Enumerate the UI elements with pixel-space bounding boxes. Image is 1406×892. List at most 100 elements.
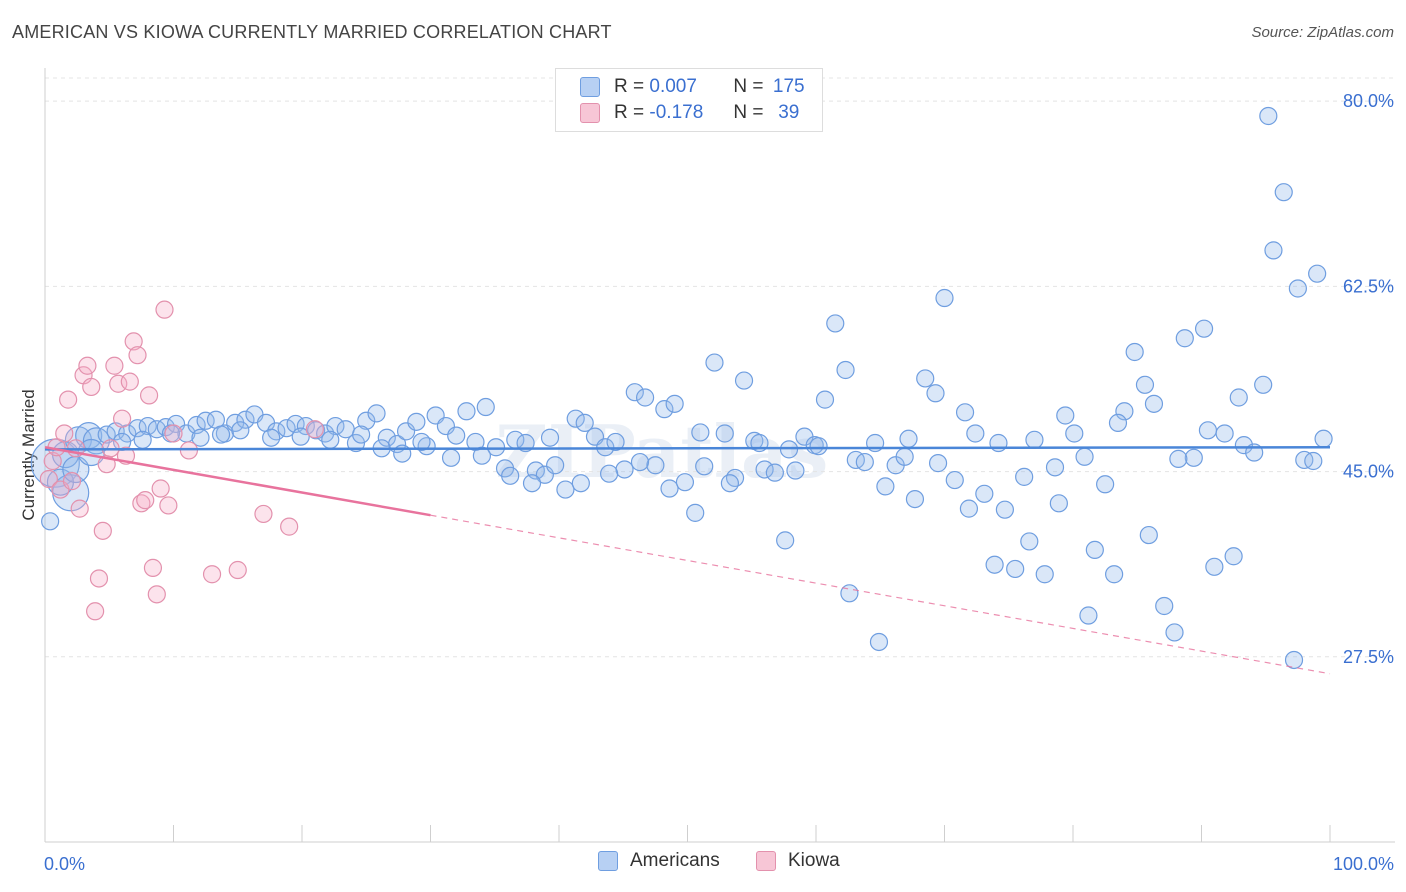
americans-point xyxy=(447,426,466,445)
kiowa-point xyxy=(202,565,222,584)
americans-point xyxy=(966,424,985,443)
americans-point xyxy=(1215,424,1234,443)
kiowa-point xyxy=(62,472,82,491)
series-legend: Americans Kiowa xyxy=(0,850,1406,878)
americans-point xyxy=(809,437,828,456)
americans-point xyxy=(1045,458,1065,477)
americans-point xyxy=(675,473,695,492)
kiowa-point xyxy=(112,409,132,428)
kiowa-point xyxy=(39,469,58,489)
americans-point xyxy=(1194,319,1214,338)
kiowa-point xyxy=(147,585,166,604)
americans-point xyxy=(41,512,60,531)
americans-point xyxy=(840,584,859,603)
americans-point xyxy=(1125,342,1144,362)
y-tick-label: 27.5% xyxy=(1343,647,1394,667)
americans-point xyxy=(1308,264,1327,283)
legend-item-americans[interactable]: Americans xyxy=(598,850,720,872)
americans-point xyxy=(916,369,935,388)
americans-point xyxy=(869,632,889,652)
americans-point xyxy=(1198,421,1218,440)
americans-point xyxy=(546,456,565,475)
americans-point xyxy=(575,413,594,432)
americans-point xyxy=(346,433,366,453)
americans-point xyxy=(1229,388,1248,407)
americans-point xyxy=(457,402,476,421)
kiowa-point xyxy=(105,356,124,375)
legend-label-kiowa: Kiowa xyxy=(788,850,840,871)
kiowa-point xyxy=(82,377,101,397)
kiowa-point xyxy=(254,504,273,524)
americans-point xyxy=(705,353,724,372)
americans-point xyxy=(1264,241,1283,260)
kiowa-point xyxy=(143,558,163,577)
kiowa-point xyxy=(280,517,299,536)
americans-point xyxy=(876,477,895,496)
americans-point xyxy=(655,400,674,419)
americans-point xyxy=(522,474,542,493)
americans-trend-line xyxy=(44,445,1331,451)
americans-point xyxy=(1314,429,1333,448)
americans-point xyxy=(1184,448,1203,467)
americans-point xyxy=(695,457,714,476)
americans-point xyxy=(571,474,590,493)
americans-point xyxy=(1224,547,1243,566)
americans-point xyxy=(377,428,396,447)
n-value: 39 xyxy=(778,102,800,123)
americans-point xyxy=(1155,596,1174,616)
americans-point xyxy=(660,479,679,498)
americans-point xyxy=(1254,375,1273,394)
kiowa-point xyxy=(128,346,147,365)
kiowa-swatch xyxy=(580,103,600,123)
americans-point xyxy=(1139,525,1158,545)
americans-point xyxy=(566,409,585,428)
chart-source: Source: ZipAtlas.com xyxy=(1251,24,1394,41)
americans-point xyxy=(995,500,1014,519)
kiowa-point xyxy=(136,491,155,510)
kiowa-point xyxy=(151,479,170,498)
r-value: -0.178 xyxy=(649,102,704,123)
americans-point xyxy=(935,288,954,308)
kiowa-point xyxy=(43,451,62,471)
stats-legend: R = 0.007 N = 175 R = -0.178 N = 39 xyxy=(555,68,823,132)
americans-point xyxy=(357,411,376,430)
kiowa-point xyxy=(179,441,199,460)
kiowa-point xyxy=(86,602,105,621)
americans-point xyxy=(412,432,431,452)
americans-point xyxy=(905,490,925,509)
kiowa-point xyxy=(78,356,97,375)
americans-point xyxy=(1175,329,1194,348)
americans-point xyxy=(815,390,835,409)
x-tick-label: 0.0% xyxy=(44,854,85,874)
kiowa-point xyxy=(164,424,183,443)
americans-point xyxy=(407,412,426,431)
y-tick-label: 62.5% xyxy=(1343,276,1394,296)
r-label: R = xyxy=(614,102,645,123)
americans-point xyxy=(476,397,495,417)
y-tick-label: 45.0% xyxy=(1343,462,1394,482)
americans-point xyxy=(630,452,650,472)
kiowa-point xyxy=(109,374,128,393)
americans-point xyxy=(486,438,506,457)
americans-point xyxy=(1144,394,1164,413)
n-label: N = xyxy=(733,76,764,97)
americans-swatch xyxy=(580,77,600,97)
kiowa-point xyxy=(155,300,174,319)
kiowa-point xyxy=(159,496,178,515)
kiowa-point xyxy=(70,499,89,518)
americans-point xyxy=(516,433,535,453)
americans-point xyxy=(725,468,745,488)
r-label: R = xyxy=(614,76,645,97)
legend-item-kiowa[interactable]: Kiowa xyxy=(756,850,840,872)
americans-point xyxy=(826,314,845,333)
americans-point xyxy=(1085,540,1104,560)
kiowa-point xyxy=(228,560,247,580)
americans-point xyxy=(635,388,655,407)
americans-point xyxy=(1035,565,1054,584)
americans-point xyxy=(928,454,948,473)
kiowa-trend-line-extension xyxy=(430,514,1331,675)
americans-point xyxy=(720,474,740,493)
watermark: ZIPatlas xyxy=(495,409,828,494)
americans-point xyxy=(1304,451,1323,471)
